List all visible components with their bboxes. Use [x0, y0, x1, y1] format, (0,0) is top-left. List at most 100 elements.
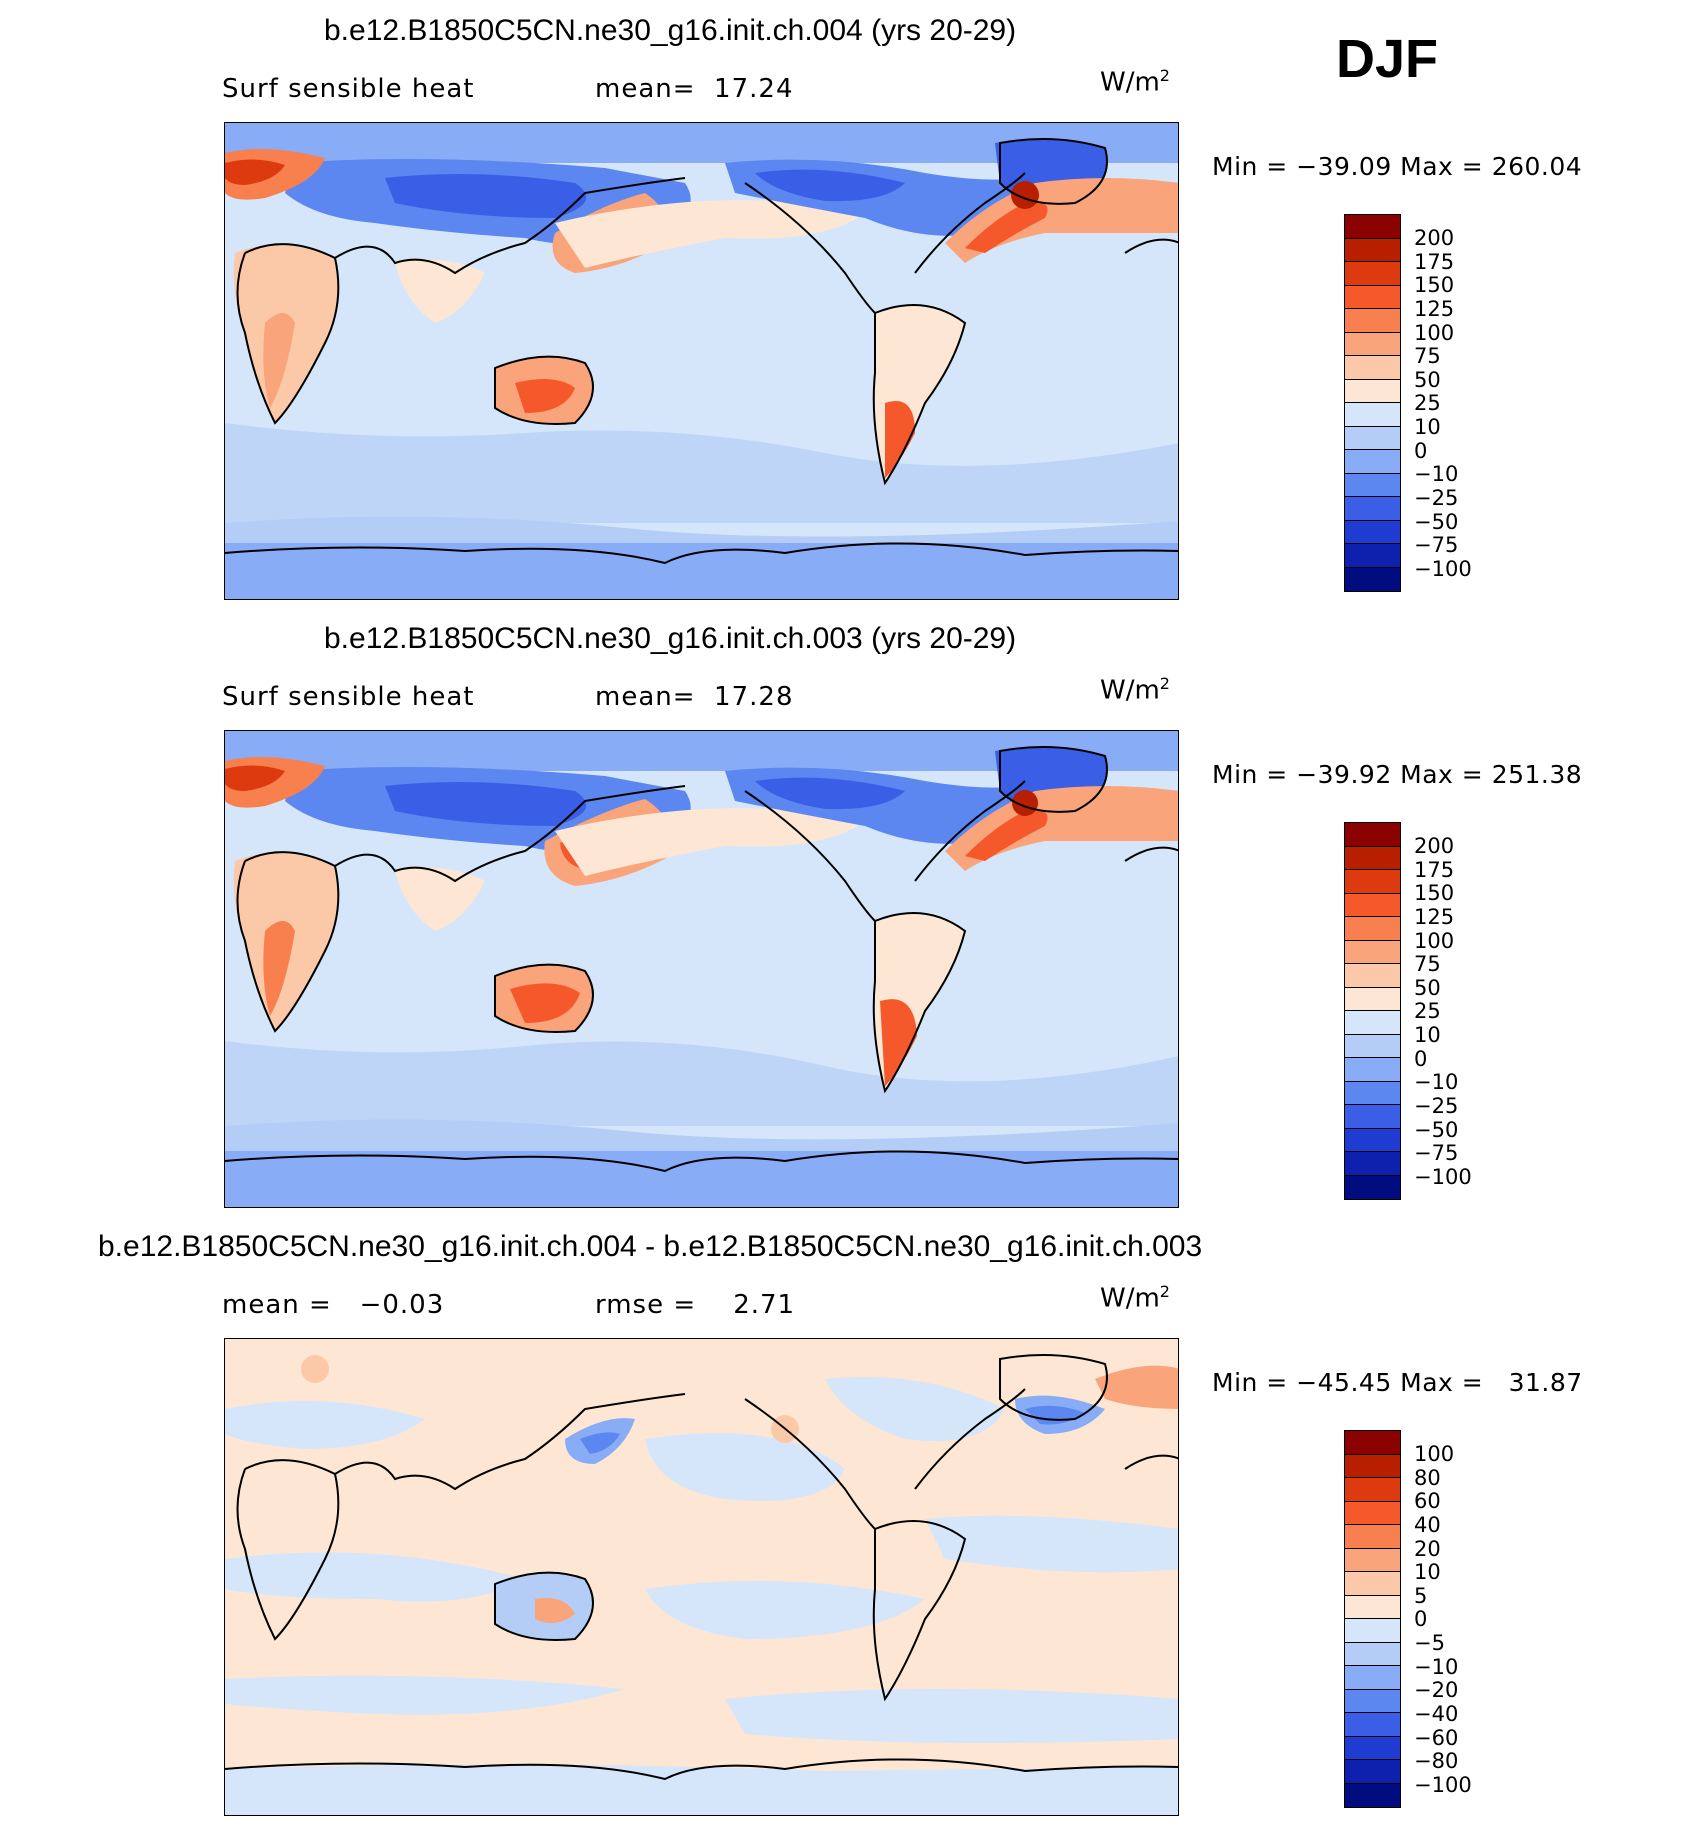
colorbar-tick: 150: [1414, 273, 1455, 298]
colorbar-swatch: [1345, 1081, 1400, 1105]
panel-2-units: W/m2: [1100, 674, 1170, 706]
colorbar-swatch: [1345, 1595, 1400, 1619]
colorbar-tick: −100: [1414, 1772, 1472, 1797]
panel-3-rmse-label: rmse = 2.71: [595, 1290, 796, 1320]
colorbar-swatch: [1345, 1525, 1400, 1549]
panel-2-title: b.e12.B1850C5CN.ne30_g16.init.ch.003 (yr…: [324, 622, 1017, 655]
panel-3-map: [224, 1338, 1179, 1816]
colorbar-swatch: [1345, 215, 1400, 239]
colorbar-swatch: [1345, 544, 1400, 568]
panel-3-units: W/m2: [1100, 1282, 1170, 1314]
colorbar-tick: 40: [1414, 1512, 1441, 1537]
panel-3-title: b.e12.B1850C5CN.ne30_g16.init.ch.004 - b…: [98, 1230, 1203, 1263]
colorbar-swatch: [1345, 846, 1400, 870]
panel-1-variable-label: Surf sensible heat: [222, 74, 475, 104]
colorbar-swatch: [1345, 1501, 1400, 1525]
colorbar-tick: −100: [1414, 556, 1472, 581]
colorbar-swatch: [1345, 356, 1400, 380]
colorbar-swatch: [1345, 1760, 1400, 1784]
colorbar-swatch: [1345, 823, 1400, 847]
colorbar-tick: 10: [1414, 415, 1441, 439]
colorbar-tick: −5: [1414, 1631, 1445, 1655]
colorbar-tick: 200: [1414, 834, 1455, 858]
colorbar-tick: 150: [1414, 881, 1455, 906]
panel-3-minmax: Min = −45.45 Max = 31.87: [1212, 1368, 1583, 1397]
colorbar-tick: −25: [1414, 485, 1459, 510]
colorbar-swatch: [1345, 940, 1400, 964]
panel-1-title: b.e12.B1850C5CN.ne30_g16.init.ch.004 (yr…: [324, 14, 1017, 47]
colorbar-tick: −10: [1414, 1654, 1459, 1679]
panel-3-colorbar: [1344, 1430, 1401, 1808]
colorbar-tick: 125: [1414, 296, 1455, 321]
panel-2-minmax: Min = −39.92 Max = 251.38: [1212, 760, 1583, 789]
panel-3-mean-label: mean = −0.03: [222, 1290, 445, 1320]
colorbar-tick: 200: [1414, 226, 1455, 250]
colorbar-swatch: [1345, 520, 1400, 544]
colorbar-swatch: [1345, 1105, 1400, 1129]
colorbar-swatch: [1345, 1478, 1400, 1502]
colorbar-tick: −10: [1414, 462, 1459, 487]
colorbar-swatch: [1345, 1548, 1400, 1572]
colorbar-tick: −60: [1414, 1725, 1459, 1750]
colorbar-swatch: [1345, 1152, 1400, 1176]
colorbar-tick: 75: [1414, 952, 1441, 977]
colorbar-swatch: [1345, 1619, 1400, 1643]
colorbar-tick: 20: [1414, 1536, 1441, 1561]
colorbar-tick: 25: [1414, 391, 1441, 416]
colorbar-swatch: [1345, 567, 1400, 591]
panel-1-units: W/m2: [1100, 66, 1170, 98]
panel-1-minmax: Min = −39.09 Max = 260.04: [1212, 152, 1583, 181]
colorbar-tick: 0: [1414, 1046, 1428, 1071]
colorbar-swatch: [1345, 1011, 1400, 1035]
colorbar-swatch: [1345, 450, 1400, 474]
colorbar-tick: −40: [1414, 1701, 1459, 1726]
colorbar-tick: −20: [1414, 1678, 1459, 1703]
colorbar-swatch: [1345, 1431, 1400, 1455]
panel-1-colorbar: [1344, 214, 1401, 592]
panel-2-map: [224, 730, 1179, 1208]
colorbar-tick: −50: [1414, 509, 1459, 534]
colorbar-swatch: [1345, 262, 1400, 286]
colorbar-swatch: [1345, 1034, 1400, 1058]
colorbar-swatch: [1345, 403, 1400, 427]
colorbar-swatch: [1345, 917, 1400, 941]
colorbar-swatch: [1345, 1572, 1400, 1596]
colorbar-swatch: [1345, 1454, 1400, 1478]
colorbar-swatch: [1345, 426, 1400, 450]
colorbar-tick: 175: [1414, 857, 1455, 882]
colorbar-tick: 5: [1414, 1583, 1428, 1608]
colorbar-tick: 50: [1414, 367, 1441, 392]
colorbar-tick: 0: [1414, 438, 1428, 463]
colorbar-swatch: [1345, 1128, 1400, 1152]
colorbar-swatch: [1345, 964, 1400, 988]
colorbar-swatch: [1345, 1058, 1400, 1082]
colorbar-tick: −25: [1414, 1093, 1459, 1118]
colorbar-swatch: [1345, 893, 1400, 917]
colorbar-swatch: [1345, 1689, 1400, 1713]
colorbar-tick: −80: [1414, 1749, 1459, 1774]
colorbar-swatch: [1345, 987, 1400, 1011]
colorbar-tick: 125: [1414, 904, 1455, 929]
colorbar-swatch: [1345, 1736, 1400, 1760]
colorbar-tick: −75: [1414, 1141, 1459, 1166]
colorbar-tick: 175: [1414, 249, 1455, 274]
colorbar-swatch: [1345, 1783, 1400, 1807]
colorbar-swatch: [1345, 238, 1400, 262]
colorbar-tick: 80: [1414, 1465, 1441, 1490]
colorbar-tick: 50: [1414, 975, 1441, 1000]
colorbar-tick: 100: [1414, 320, 1455, 345]
colorbar-tick: 100: [1414, 1442, 1455, 1466]
colorbar-tick: −100: [1414, 1164, 1472, 1189]
colorbar-swatch: [1345, 379, 1400, 403]
colorbar-swatch: [1345, 870, 1400, 894]
colorbar-tick: 25: [1414, 999, 1441, 1024]
panel-1-map: [224, 122, 1179, 600]
colorbar-tick: 10: [1414, 1023, 1441, 1047]
panel-2-mean-label: mean= 17.28: [595, 682, 794, 712]
season-label: DJF: [1336, 29, 1439, 89]
panel-1-mean-label: mean= 17.24: [595, 74, 794, 104]
colorbar-tick: −75: [1414, 533, 1459, 558]
colorbar-swatch: [1345, 332, 1400, 356]
colorbar-tick: 60: [1414, 1489, 1441, 1514]
colorbar-swatch: [1345, 309, 1400, 333]
